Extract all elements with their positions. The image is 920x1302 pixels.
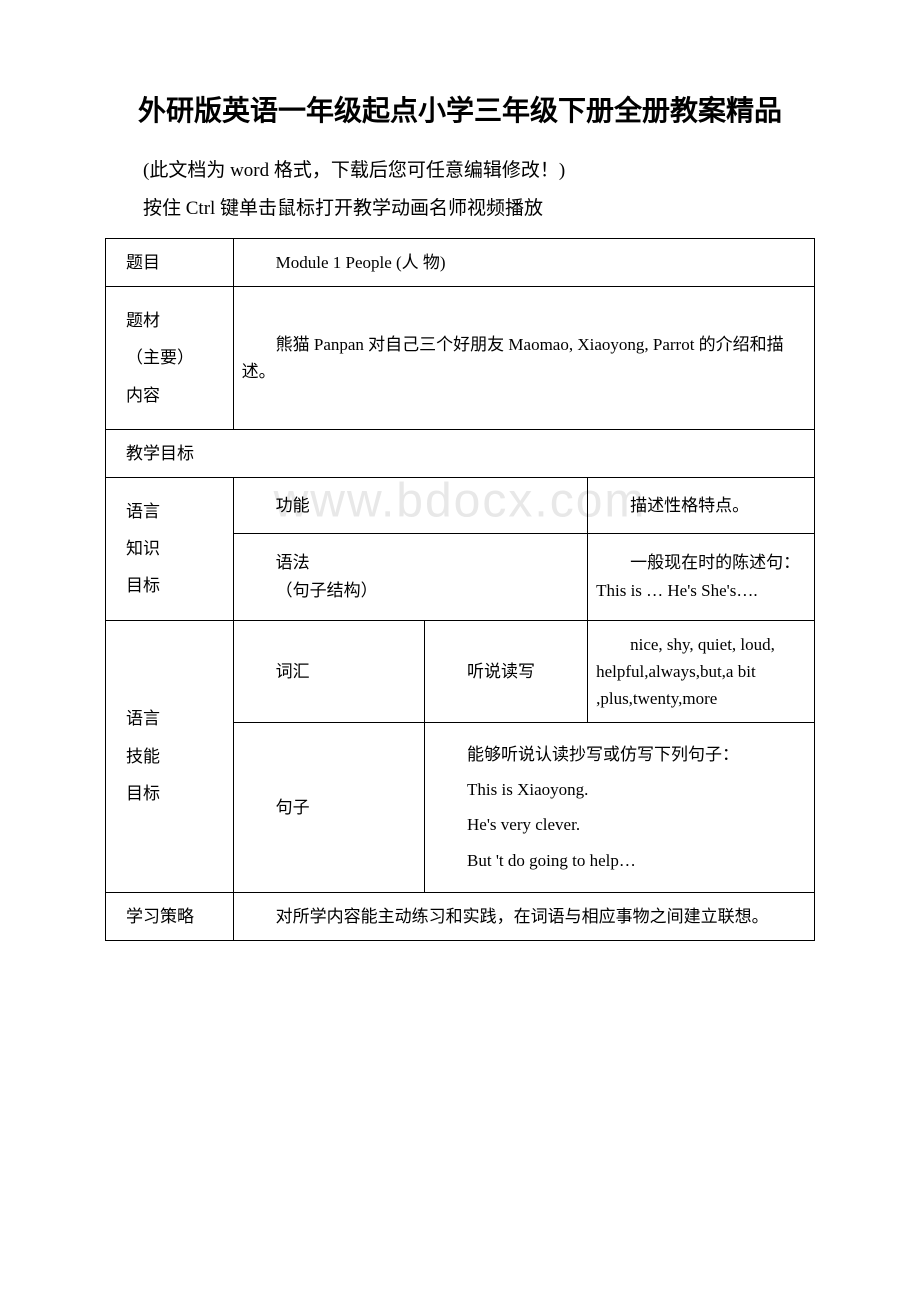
cell-text: 学习策略 <box>126 907 194 926</box>
cell-text: 一般现在时的陈述句：This is … He's She's…. <box>596 549 806 603</box>
format-note: (此文档为 word 格式，下载后您可任意编辑修改！) <box>105 152 815 190</box>
cell-text: 教学目标 <box>126 444 194 463</box>
cell-text: 词汇 <box>242 658 416 685</box>
grammar-label: 语法 （句子结构） <box>233 533 587 620</box>
cell-text: 听说读写 <box>433 658 579 685</box>
cell-text: nice, shy, quiet, loud, helpful,always,b… <box>596 631 806 713</box>
grammar-value: 一般现在时的陈述句：This is … He's She's…. <box>588 533 815 620</box>
cell-text: 题目 <box>126 253 160 272</box>
skills-label: 语言 技能 目标 <box>106 620 234 892</box>
table-row: 题目 Module 1 People (人 物) <box>106 239 815 287</box>
table-row: 语言 知识 目标 功能 描述性格特点。 <box>106 477 815 533</box>
table-row: 学习策略 对所学内容能主动练习和实践，在词语与相应事物之间建立联想。 <box>106 892 815 940</box>
vocab-value: nice, shy, quiet, loud, helpful,always,b… <box>588 620 815 723</box>
function-label: 功能 <box>233 477 587 533</box>
cell-text: 功能 <box>242 492 579 519</box>
cell-text: （主要） <box>126 344 225 371</box>
cell-text: 知识 <box>126 535 225 562</box>
vocab-label: 词汇 <box>233 620 424 723</box>
cell-text: He's very clever. <box>433 811 806 838</box>
table-row: 语言 技能 目标 词汇 听说读写 nice, shy, quiet, loud,… <box>106 620 815 723</box>
cell-text: 技能 <box>126 743 225 770</box>
cell-text: （句子结构） <box>242 577 579 604</box>
cell-text: 语法 <box>242 549 579 576</box>
vocab-mode: 听说读写 <box>425 620 588 723</box>
theme-value: 熊猫 Panpan 对自己三个好朋友 Maomao, Xiaoyong, Par… <box>233 287 814 430</box>
cell-text: 内容 <box>126 382 225 409</box>
table-row: 题材 （主要） 内容 熊猫 Panpan 对自己三个好朋友 Maomao, Xi… <box>106 287 815 430</box>
cell-text: This is Xiaoyong. <box>433 776 806 803</box>
strategy-value: 对所学内容能主动练习和实践，在词语与相应事物之间建立联想。 <box>233 892 814 940</box>
function-value: 描述性格特点。 <box>588 477 815 533</box>
topic-label: 题目 <box>106 239 234 287</box>
cell-text: 描述性格特点。 <box>596 492 806 519</box>
sentence-value: 能够听说认读抄写或仿写下列句子： This is Xiaoyong. He's … <box>425 723 815 893</box>
sentence-label: 句子 <box>233 723 424 893</box>
cell-text: Module 1 People (人 物) <box>242 249 806 276</box>
strategy-label: 学习策略 <box>106 892 234 940</box>
topic-value: Module 1 People (人 物) <box>233 239 814 287</box>
cell-text: 语言 <box>126 705 225 732</box>
cell-text: 熊猫 Panpan 对自己三个好朋友 Maomao, Xiaoyong, Par… <box>242 331 806 385</box>
cell-text: But 't do going to help… <box>433 847 806 874</box>
objectives-label: 教学目标 <box>106 429 815 477</box>
lesson-plan-table: 题目 Module 1 People (人 物) 题材 （主要） 内容 熊猫 P… <box>105 238 815 941</box>
document-title: 外研版英语一年级起点小学三年级下册全册教案精品 <box>105 90 815 132</box>
knowledge-label: 语言 知识 目标 <box>106 477 234 620</box>
cell-text: 语言 <box>126 498 225 525</box>
cell-text: 目标 <box>126 572 225 599</box>
instruction-text: 按住 Ctrl 键单击鼠标打开教学动画名师视频播放 <box>105 190 815 228</box>
cell-text: 对所学内容能主动练习和实践，在词语与相应事物之间建立联想。 <box>242 903 806 930</box>
cell-text: 题材 <box>126 307 225 334</box>
cell-text: 句子 <box>242 794 416 821</box>
theme-label: 题材 （主要） 内容 <box>106 287 234 430</box>
table-row: 教学目标 <box>106 429 815 477</box>
cell-text: 能够听说认读抄写或仿写下列句子： <box>433 741 806 768</box>
cell-text: 目标 <box>126 780 225 807</box>
